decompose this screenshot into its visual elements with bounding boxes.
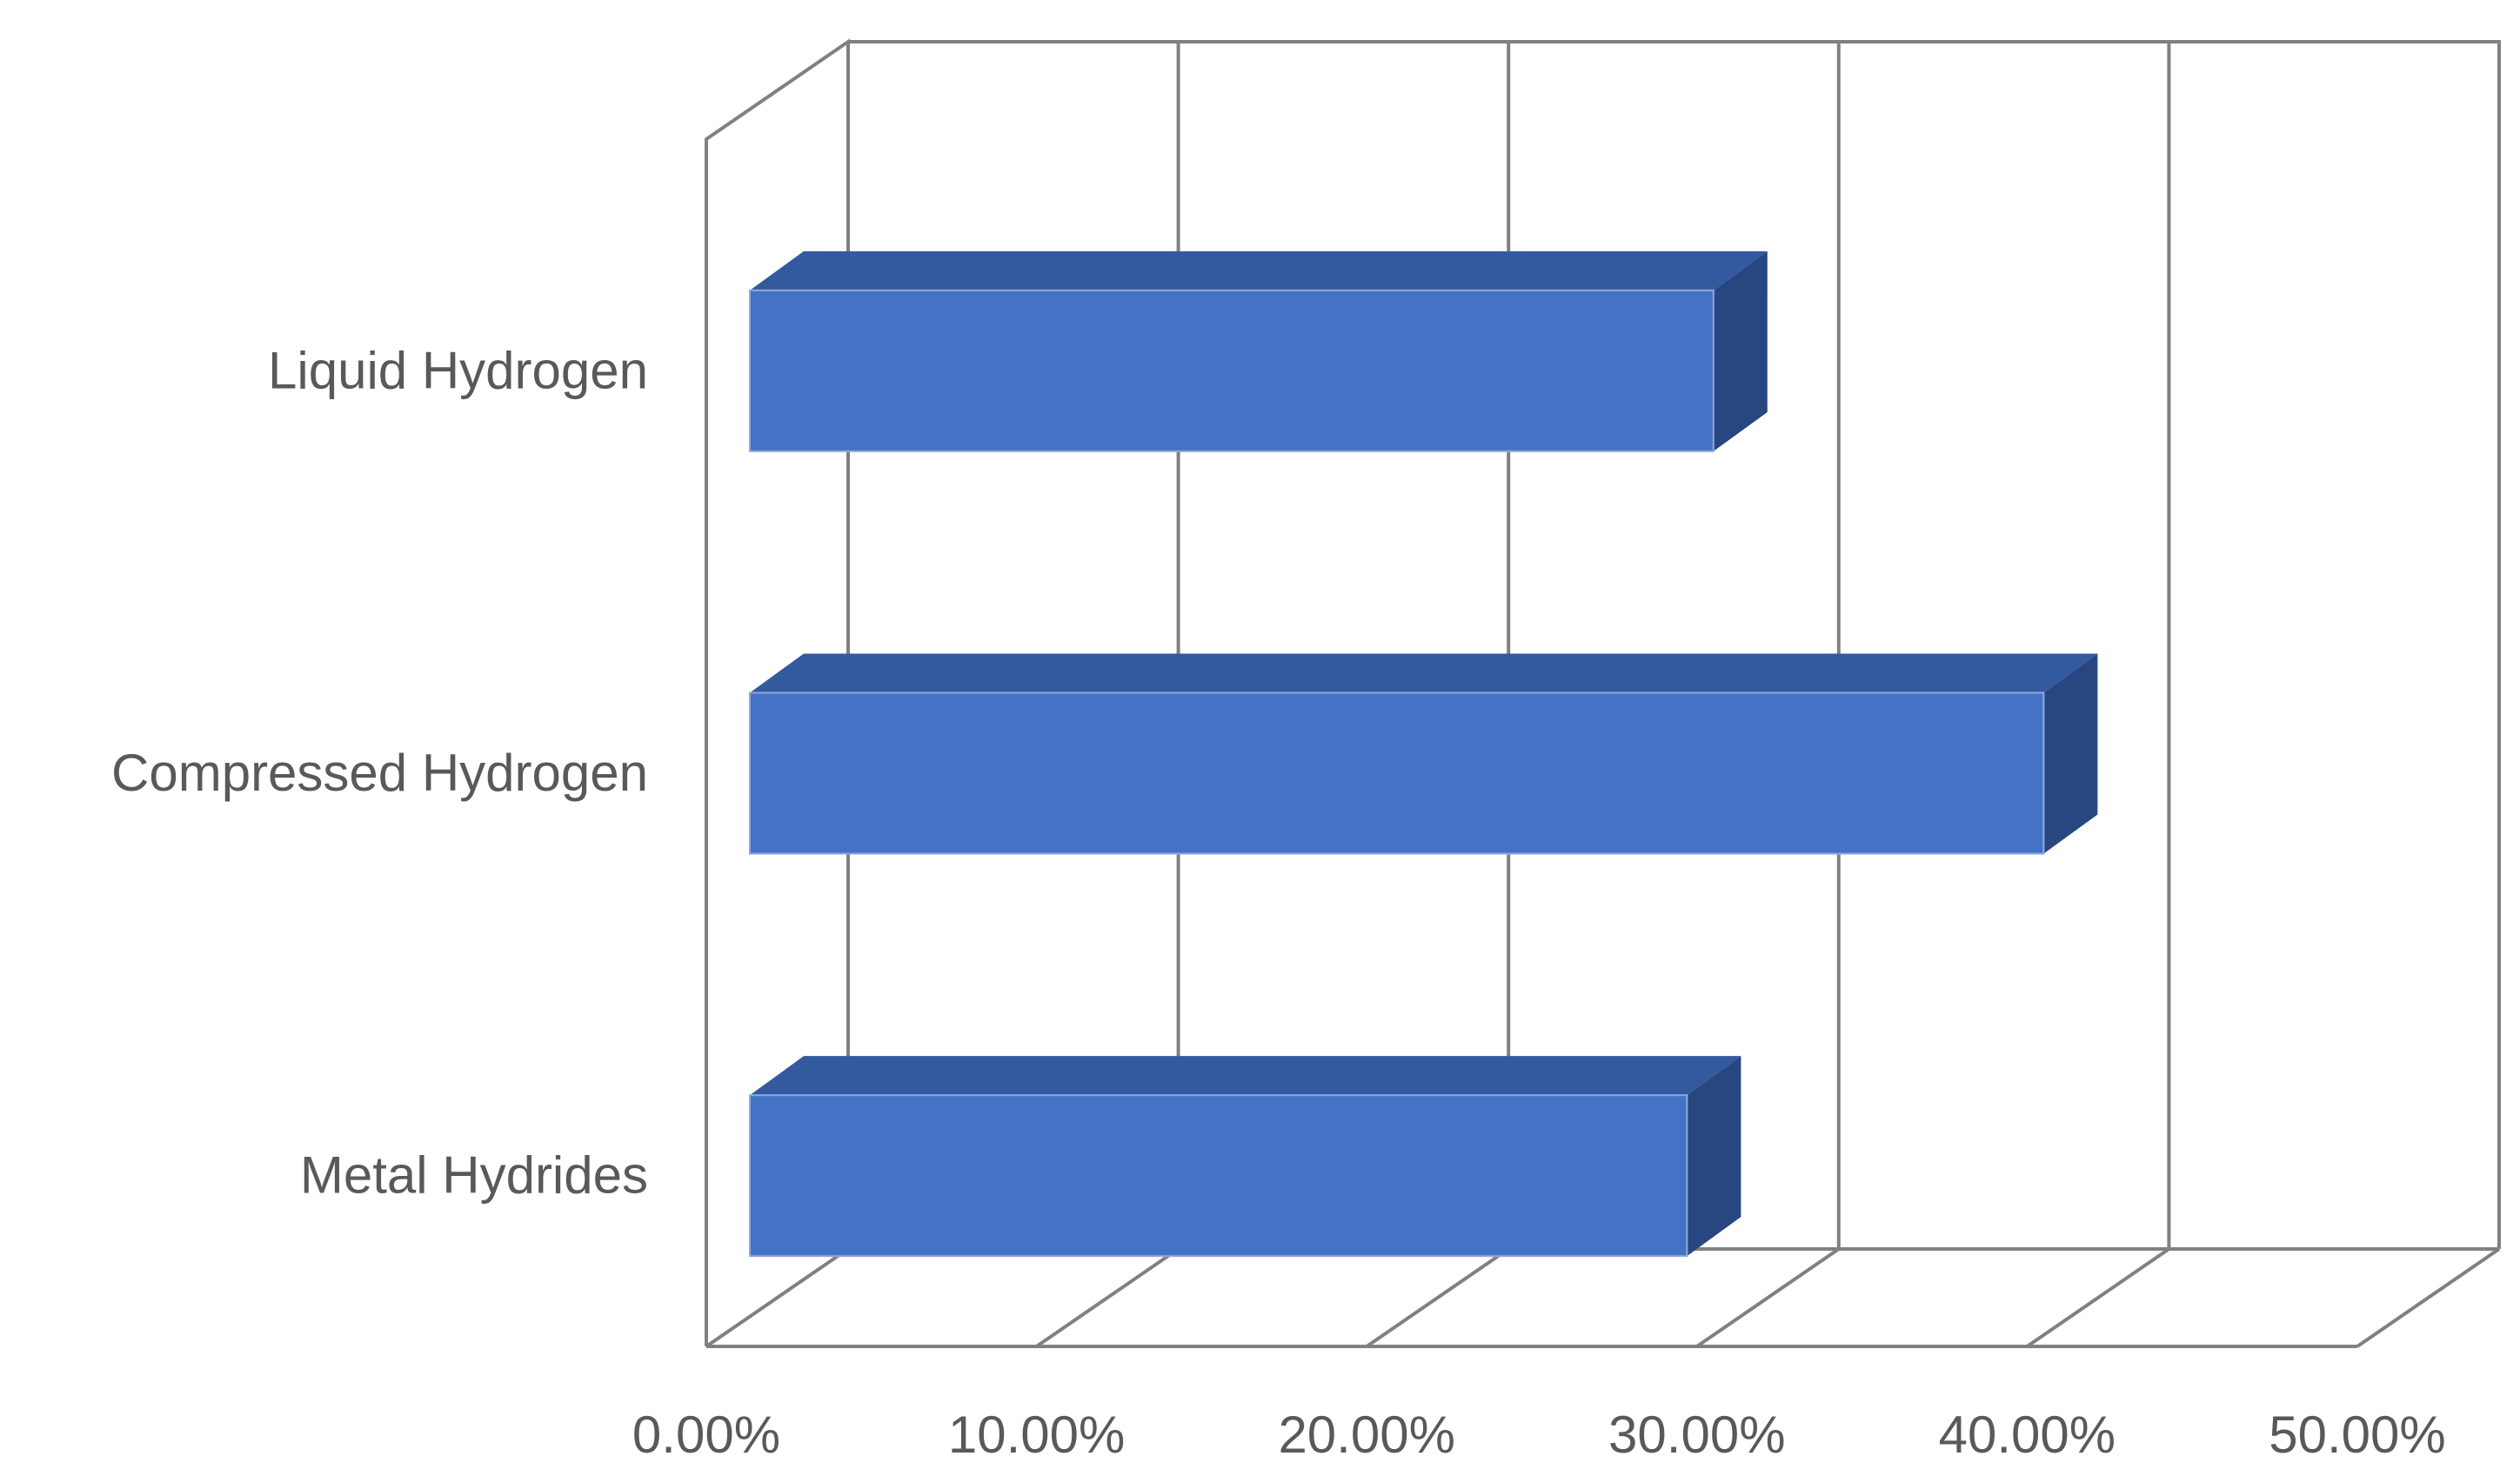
bar-liquid-hydrogen (749, 250, 1768, 452)
gridline-floor (705, 1247, 850, 1348)
x-tick-label: 50.00% (2269, 1406, 2446, 1464)
x-tick-labels: 0.00% 10.00% 20.00% 30.00% 40.00% 50.00% (632, 1406, 2446, 1464)
bar-front-face (749, 691, 2045, 855)
gridline-floor (2356, 1247, 2501, 1348)
bar-side-face (1713, 250, 1768, 451)
bar-side-face (2043, 653, 2098, 854)
bar-top-face (750, 250, 1768, 291)
gridline-floor (1366, 1247, 1510, 1348)
bar-front-face (749, 289, 1715, 452)
gridline-floor (1035, 1247, 1180, 1348)
left-wall (705, 38, 850, 1346)
bar-front-face (749, 1094, 1688, 1258)
x-tick-label: 30.00% (1608, 1406, 1786, 1464)
bar-metal-hydrides (749, 1056, 1741, 1258)
category-label: Compressed Hydrogen (111, 744, 648, 802)
x-tick-label: 0.00% (632, 1406, 780, 1464)
category-labels: Liquid Hydrogen Compressed Hydrogen Metal … (111, 341, 648, 1204)
bar-compressed-hydrogen (749, 653, 2098, 855)
gridline-floor (2026, 1247, 2170, 1348)
x-tick-label: 20.00% (1278, 1406, 1455, 1464)
bar-top-face (750, 1056, 1741, 1096)
bar-top-face (750, 653, 2098, 693)
category-label: Metal Hydrides (300, 1146, 648, 1205)
bars (749, 250, 2098, 1258)
gridlines (705, 42, 2501, 1348)
gridline-floor (1695, 1247, 1840, 1348)
category-label: Liquid Hydrogen (268, 341, 648, 399)
x-tick-label: 10.00% (948, 1406, 1126, 1464)
bar-side-face (1687, 1056, 1741, 1257)
x-tick-label: 40.00% (1939, 1406, 2116, 1464)
